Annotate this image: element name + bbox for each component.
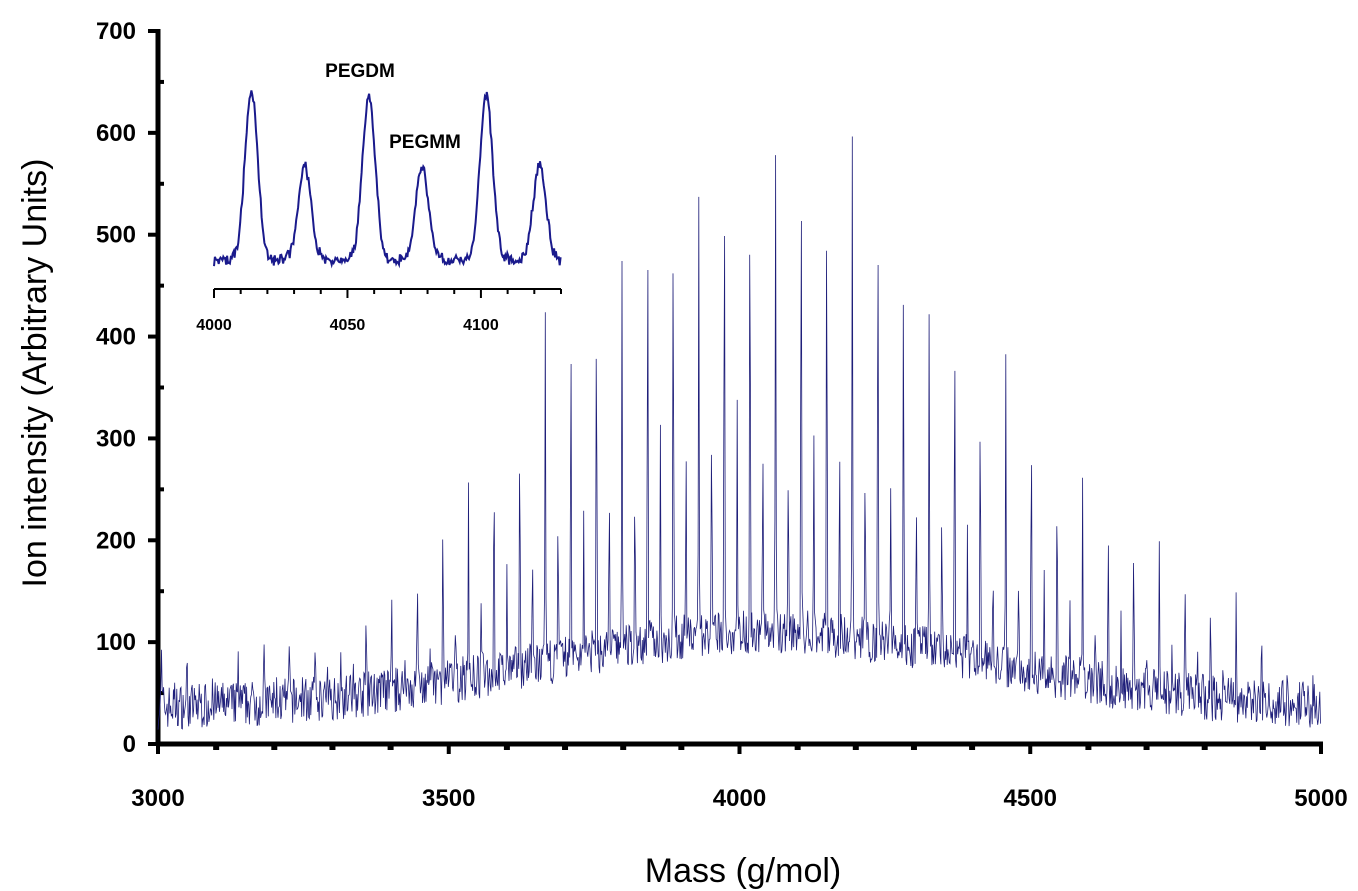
- inset-x-tick-label: 4050: [330, 317, 366, 334]
- x-tick-label: 3000: [131, 785, 184, 812]
- y-tick-label: 400: [96, 324, 136, 351]
- y-tick-label: 100: [96, 629, 136, 656]
- x-tick-label: 5000: [1294, 785, 1347, 812]
- y-tick-label: 500: [96, 222, 136, 249]
- inset-spectrum-trace: [213, 90, 562, 269]
- y-axis-title: Ion intensity (Arbitrary Units): [16, 159, 54, 588]
- inset-x-axis: 4000 4050 4100: [196, 288, 562, 334]
- x-axis-title: Mass (g/mol): [645, 852, 841, 890]
- y-tick-label: 200: [96, 527, 136, 554]
- main-axes: 0 100 200 300 400 500 600 700 3000 3500 4000 4500 50…: [96, 18, 1348, 812]
- annotation-pegdm: PEGDM: [325, 61, 395, 82]
- inset-x-tick-label: 4000: [196, 317, 232, 334]
- spectrum-trace: [157, 136, 1321, 730]
- x-tick-label: 3500: [422, 785, 475, 812]
- inset-zoom-panel: 4000 4050 4100 PEGDM PEGMM: [196, 61, 562, 334]
- annotation-pegmm: PEGMM: [389, 132, 461, 153]
- y-tick-label: 600: [96, 120, 136, 147]
- x-tick-label: 4500: [1004, 785, 1057, 812]
- x-tick-label: 4000: [713, 785, 766, 812]
- y-tick-label: 700: [96, 18, 136, 45]
- y-tick-label: 300: [96, 425, 136, 452]
- y-tick-label: 0: [123, 731, 136, 758]
- inset-x-tick-label: 4100: [463, 317, 499, 334]
